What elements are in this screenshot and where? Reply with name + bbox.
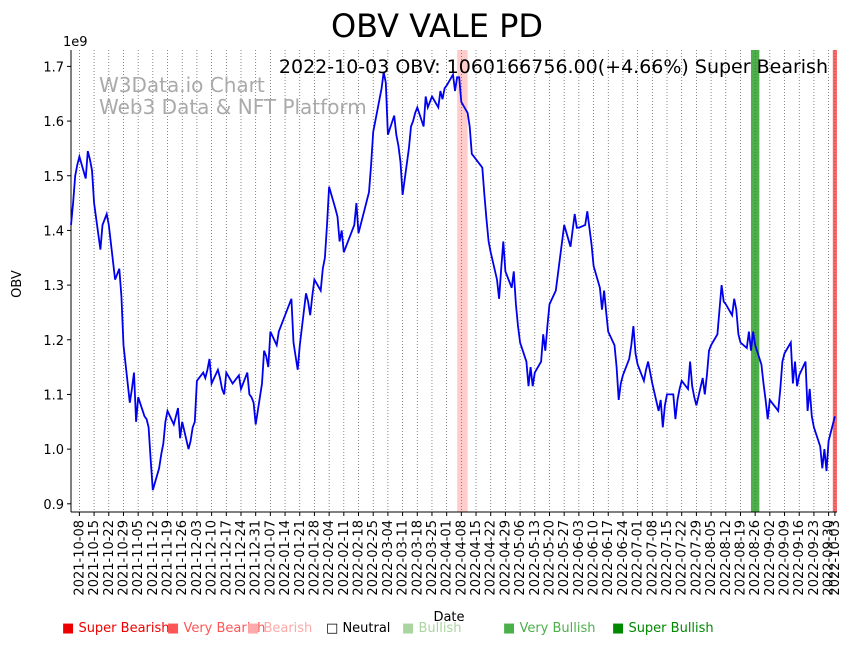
legend-swatch-very-bullish: ■ bbox=[503, 621, 516, 636]
legend-swatch-neutral: □ bbox=[326, 621, 339, 636]
x-tick-label-2022-05-27: 2022-05-27 bbox=[557, 520, 572, 596]
x-tick-label-2022-04-22: 2022-04-22 bbox=[484, 520, 499, 596]
x-tick-label-2022-09-30: 2022-09-30 bbox=[822, 520, 837, 596]
x-tick-label-2021-10-22: 2021-10-22 bbox=[102, 520, 117, 596]
x-tick-label-2022-09-09: 2022-09-09 bbox=[778, 520, 793, 596]
legend-swatch-super-bullish: ■ bbox=[612, 621, 625, 636]
x-tick-label-2022-06-17: 2022-06-17 bbox=[601, 520, 616, 596]
y-tick-label-1: 1.0 bbox=[43, 443, 64, 458]
x-tick-label-2021-11-12: 2021-11-12 bbox=[146, 520, 161, 596]
x-tick-label-2022-07-08: 2022-07-08 bbox=[645, 520, 660, 596]
y-tick-label-1.7: 1.7 bbox=[43, 60, 64, 75]
x-tick-label-2022-01-21: 2022-01-21 bbox=[293, 520, 308, 596]
x-tick-label-2022-01-28: 2022-01-28 bbox=[307, 520, 322, 596]
x-tick-label-2022-07-22: 2022-07-22 bbox=[675, 520, 690, 596]
chart-annotation: 2022-10-03 OBV: 1060166756.00(+4.66%) Su… bbox=[279, 56, 828, 78]
x-tick-label-2021-11-19: 2021-11-19 bbox=[161, 520, 176, 596]
watermark-line2: Web3 Data & NFT Platform bbox=[99, 95, 367, 119]
legend-swatch-very-bearish: ■ bbox=[167, 621, 180, 636]
x-tick-label-2022-04-08: 2022-04-08 bbox=[454, 520, 469, 596]
x-axis-label: Date bbox=[433, 610, 464, 625]
x-tick-label-2022-05-20: 2022-05-20 bbox=[542, 520, 557, 596]
x-axis-ticks: 2021-10-08 2021-10-15 2021-10-22 2021-10-29… bbox=[72, 512, 843, 596]
x-tick-label-2022-03-18: 2022-03-18 bbox=[410, 520, 425, 596]
x-tick-label-2022-03-04: 2022-03-04 bbox=[381, 520, 396, 596]
signal-band-0 bbox=[457, 50, 468, 512]
x-tick-label-2022-03-11: 2022-03-11 bbox=[396, 520, 411, 596]
x-tick-label-2022-02-04: 2022-02-04 bbox=[322, 520, 337, 596]
obv-series-line bbox=[70, 71, 836, 491]
x-tick-label-2021-12-17: 2021-12-17 bbox=[219, 520, 234, 596]
y-tick-label-1.6: 1.6 bbox=[43, 115, 64, 130]
legend-label-bullish: Bullish bbox=[418, 621, 462, 636]
x-tick-label-2021-10-08: 2021-10-08 bbox=[72, 520, 87, 596]
x-tick-label-2022-06-03: 2022-06-03 bbox=[572, 520, 587, 596]
x-tick-label-2022-07-01: 2022-07-01 bbox=[631, 520, 646, 596]
legend-item-neutral: □ Neutral bbox=[326, 621, 390, 636]
legend-label-super-bullish: Super Bullish bbox=[628, 621, 714, 636]
x-tick-label-2022-09-16: 2022-09-16 bbox=[792, 520, 807, 596]
legend-item-very-bearish: ■ Very Bearish bbox=[167, 621, 265, 636]
x-tick-label-2022-06-24: 2022-06-24 bbox=[616, 520, 631, 596]
x-tick-label-2022-08-19: 2022-08-19 bbox=[733, 520, 748, 596]
legend-item-super-bearish: ■ Super Bearish bbox=[62, 621, 170, 636]
x-tick-label-2021-11-26: 2021-11-26 bbox=[175, 520, 190, 596]
legend-swatch-super-bearish: ■ bbox=[62, 621, 75, 636]
x-tick-label-2022-02-18: 2022-02-18 bbox=[352, 520, 367, 596]
chart-title: OBV VALE PD bbox=[331, 7, 543, 45]
x-tick-label-2022-08-05: 2022-08-05 bbox=[704, 520, 719, 596]
x-tick-label-2021-12-31: 2021-12-31 bbox=[249, 520, 264, 596]
x-tick-label-2021-11-05: 2021-11-05 bbox=[131, 520, 146, 596]
x-tick-label-2022-02-25: 2022-02-25 bbox=[366, 520, 381, 596]
watermark-line1: W3Data.io Chart bbox=[99, 73, 265, 97]
x-tick-label-2022-09-23: 2022-09-23 bbox=[807, 520, 822, 596]
x-tick-label-2022-01-14: 2022-01-14 bbox=[278, 520, 293, 596]
legend-item-super-bullish: ■ Super Bullish bbox=[612, 621, 714, 636]
x-tick-label-2022-07-29: 2022-07-29 bbox=[689, 520, 704, 596]
y-tick-label-1.1: 1.1 bbox=[43, 388, 64, 403]
legend-label-bearish: Bearish bbox=[263, 621, 313, 636]
y-axis-ticks: 0.9 1.0 1.1 1.2 1.3 1.4 1.5 1.6 1.7 bbox=[43, 60, 71, 513]
x-tick-label-2022-05-06: 2022-05-06 bbox=[513, 520, 528, 596]
y-tick-label-0.9: 0.9 bbox=[43, 498, 64, 513]
x-tick-label-2022-05-13: 2022-05-13 bbox=[528, 520, 543, 596]
y-axis-label: OBV bbox=[10, 270, 25, 298]
x-tick-label-2022-10-03: 2022-10-03 bbox=[828, 520, 843, 596]
x-tick-label-2021-10-29: 2021-10-29 bbox=[116, 520, 131, 596]
x-tick-label-2022-04-29: 2022-04-29 bbox=[498, 520, 513, 596]
x-tick-label-2021-10-15: 2021-10-15 bbox=[87, 520, 102, 596]
legend-item-bullish: ■ Bullish bbox=[402, 621, 461, 636]
x-tick-label-2021-12-03: 2021-12-03 bbox=[190, 520, 205, 596]
y-tick-label-1.3: 1.3 bbox=[43, 279, 64, 294]
legend-label-very-bearish: Very Bearish bbox=[183, 621, 266, 636]
legend-item-very-bullish: ■ Very Bullish bbox=[503, 621, 596, 636]
x-tick-label-2022-04-01: 2022-04-01 bbox=[440, 520, 455, 596]
x-tick-label-2022-09-02: 2022-09-02 bbox=[763, 520, 778, 596]
x-tick-label-2021-12-24: 2021-12-24 bbox=[234, 520, 249, 596]
x-tick-label-2022-08-12: 2022-08-12 bbox=[719, 520, 734, 596]
x-tick-label-2021-12-10: 2021-12-10 bbox=[205, 520, 220, 596]
legend-label-very-bullish: Very Bullish bbox=[519, 621, 596, 636]
x-tick-label-2022-01-07: 2022-01-07 bbox=[263, 520, 278, 596]
legend-label-super-bearish: Super Bearish bbox=[78, 621, 170, 636]
x-tick-label-2022-08-26: 2022-08-26 bbox=[748, 520, 763, 596]
x-tick-label-2022-07-15: 2022-07-15 bbox=[660, 520, 675, 596]
legend-swatch-bearish: ■ bbox=[247, 621, 260, 636]
legend-label-neutral: Neutral bbox=[342, 621, 391, 636]
legend-item-bearish: ■ Bearish bbox=[247, 621, 312, 636]
y-scale-label: 1e9 bbox=[63, 35, 88, 50]
y-tick-label-1.4: 1.4 bbox=[43, 224, 64, 239]
x-tick-label-2022-03-25: 2022-03-25 bbox=[425, 520, 440, 596]
x-tick-label-2022-02-11: 2022-02-11 bbox=[337, 520, 352, 596]
legend-swatch-bullish: ■ bbox=[402, 621, 415, 636]
date-gridlines bbox=[79, 50, 836, 512]
y-tick-label-1.5: 1.5 bbox=[43, 170, 64, 185]
x-tick-label-2022-06-10: 2022-06-10 bbox=[587, 520, 602, 596]
y-tick-label-1.2: 1.2 bbox=[43, 334, 64, 349]
x-tick-label-2022-04-15: 2022-04-15 bbox=[469, 520, 484, 596]
